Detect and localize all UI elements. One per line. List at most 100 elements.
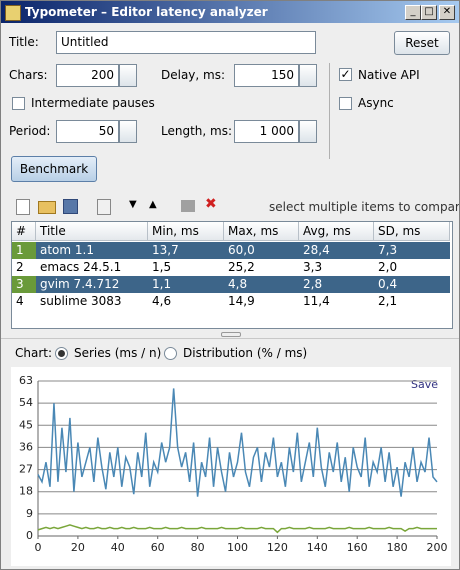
period-label: Period: (9, 124, 51, 138)
table-cell: 2 (16, 260, 24, 274)
native-api-checkbox[interactable]: ✓ (339, 67, 352, 81)
chart: Save 0 9 18 27 36 45 54 63 0 20 40 60 80 100 120 140 160… (11, 367, 451, 566)
distribution-radio[interactable] (164, 347, 177, 360)
table-cell: 4 (16, 294, 24, 308)
x-tick-label: 100 (227, 541, 248, 554)
separator (329, 63, 330, 159)
title-label: Title: (9, 35, 39, 49)
y-tick-label: 36 (19, 440, 33, 453)
reset-button[interactable]: Reset (394, 31, 450, 55)
column-header: Max, ms (224, 222, 299, 241)
series-radio[interactable] (55, 347, 68, 360)
title-input[interactable]: Untitled (56, 31, 316, 54)
new-icon[interactable] (16, 199, 30, 215)
x-tick-label: 40 (111, 541, 125, 554)
x-tick-label: 80 (191, 541, 205, 554)
table-cell: 1,5 (152, 260, 172, 274)
async-checkbox[interactable] (339, 97, 352, 110)
table-cell: 2,1 (378, 294, 398, 308)
benchmark-button[interactable]: Benchmark (11, 156, 97, 182)
table-cell: 4,8 (224, 276, 299, 293)
length-spinner[interactable] (299, 120, 317, 143)
chars-spinner[interactable] (119, 64, 137, 87)
toolbar-hint: select multiple items to compare (269, 200, 460, 214)
table-cell: 1,1 (148, 276, 224, 293)
table-cell: atom 1.1 (36, 242, 148, 259)
column-header: # (12, 222, 36, 241)
length-label: Length, ms: (161, 124, 233, 138)
column-header: Title (36, 222, 148, 241)
y-tick-label: 0 (26, 529, 33, 542)
length-input[interactable]: 1 000 (234, 120, 299, 143)
open-icon[interactable] (38, 201, 56, 214)
results-table: # Title Min, ms Max, ms Avg, ms SD, ms 1 atom 1… (11, 221, 453, 329)
x-tick-label: 160 (347, 541, 368, 554)
app-icon (5, 5, 21, 21)
table-cell: 0,4 (374, 276, 450, 293)
move-down-icon[interactable]: ▼ (129, 199, 137, 210)
delay-input[interactable]: 150 (234, 64, 299, 87)
delete-icon[interactable]: ✖ (205, 196, 217, 212)
splitter[interactable] (221, 332, 241, 337)
table-cell: 1 (12, 242, 36, 259)
native-api-label: Native API (358, 68, 420, 82)
title-bar (1, 1, 459, 23)
table-cell: 13,7 (148, 242, 224, 259)
y-tick-label: 27 (19, 463, 33, 476)
period-input[interactable]: 50 (56, 120, 119, 143)
column-header: Avg, ms (299, 222, 374, 241)
column-header: Min, ms (148, 222, 224, 241)
table-cell: gvim 7.4.712 (36, 276, 148, 293)
chars-label: Chars: (9, 68, 48, 82)
window-title: Typometer – Editor latency analyzer (25, 5, 268, 19)
table-cell: sublime 3083 (40, 294, 122, 308)
table-cell: 25,2 (228, 260, 255, 274)
y-tick-label: 18 (19, 485, 33, 498)
table-cell: 3,3 (303, 260, 323, 274)
series-line (37, 388, 438, 497)
column-header: SD, ms (374, 222, 450, 241)
intermediate-pauses-label: Intermediate pauses (31, 96, 155, 110)
edit-icon[interactable] (181, 200, 195, 212)
table-cell: emacs 24.5.1 (40, 260, 122, 274)
x-tick-label: 60 (151, 541, 165, 554)
copy-icon[interactable] (97, 199, 111, 215)
table-cell: 2,0 (378, 260, 398, 274)
delay-label: Delay, ms: (161, 68, 226, 82)
chars-input[interactable]: 200 (56, 64, 119, 87)
minimize-button[interactable]: _ (405, 5, 421, 20)
intermediate-pauses-checkbox[interactable] (12, 97, 25, 110)
x-tick-label: 180 (387, 541, 408, 554)
series-line (37, 524, 437, 534)
close-button[interactable]: ✕ (439, 5, 455, 20)
table-cell: 2,8 (299, 276, 374, 293)
x-tick-label: 0 (35, 541, 42, 554)
x-tick-label: 20 (71, 541, 85, 554)
x-tick-label: 140 (307, 541, 328, 554)
move-up-icon[interactable]: ▲ (149, 199, 157, 210)
period-spinner[interactable] (119, 120, 137, 143)
x-tick-label: 120 (267, 541, 288, 554)
series-label: Series (ms / n) (74, 346, 162, 360)
save-icon[interactable] (63, 199, 78, 214)
table-cell: 60,0 (224, 242, 299, 259)
y-tick-label: 54 (19, 396, 33, 409)
splitter-line (1, 338, 459, 339)
distribution-label: Distribution (% / ms) (183, 346, 308, 360)
delay-spinner[interactable] (299, 64, 317, 87)
chart-label: Chart: (15, 346, 53, 360)
table-cell: 3 (12, 276, 36, 293)
table-cell: 14,9 (228, 294, 255, 308)
table-cell: 11,4 (303, 294, 330, 308)
x-tick-label: 200 (427, 541, 448, 554)
async-label: Async (358, 96, 394, 110)
table-cell: 7,3 (374, 242, 450, 259)
table-cell: 4,6 (152, 294, 172, 308)
y-tick-label: 9 (26, 507, 33, 520)
save-link[interactable]: Save (411, 378, 438, 391)
maximize-button[interactable]: □ (421, 5, 437, 20)
table-cell: 28,4 (299, 242, 374, 259)
y-tick-label: 45 (19, 418, 33, 431)
radio-dot (58, 350, 65, 357)
